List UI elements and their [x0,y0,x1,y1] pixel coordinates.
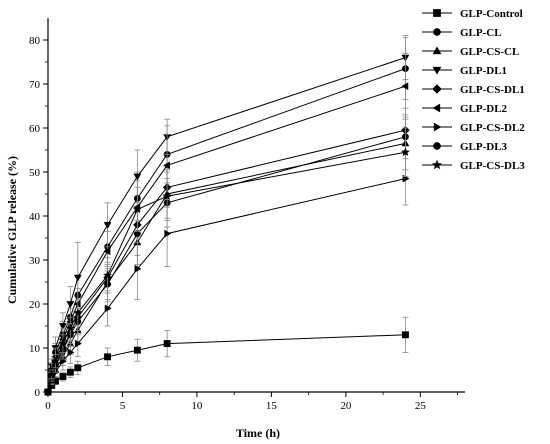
data-point [67,348,75,357]
data-point [162,191,172,201]
legend-marker [433,9,441,17]
data-point [60,357,68,366]
x-tick-label: 0 [45,400,51,412]
legend-marker [432,103,441,113]
y-tick-label: 50 [29,167,41,179]
legend-label: GLP-CS-DL3 [460,160,525,172]
data-point [59,373,67,381]
data-point [73,307,83,317]
y-tick-label: 40 [29,211,41,223]
series-2 [44,116,410,395]
x-tick-label: 25 [415,400,427,412]
data-point [50,356,61,366]
x-tick-label: 15 [266,400,278,412]
legend-label: GLP-DL3 [460,141,508,153]
data-point [58,323,67,331]
legend-marker [432,66,442,75]
legend-label: GLP-CS-CL [460,46,519,58]
data-point [132,204,142,214]
data-point [402,174,410,183]
data-point [73,274,82,282]
legend-marker [433,122,442,132]
series-line [47,136,406,393]
series-8 [43,127,411,396]
legend-label: GLP-DL1 [460,65,507,77]
legend: GLP-Control GLP-CL GLP-CS-CL GLP-DL1 GLP-CS-… [422,8,525,172]
data-point [134,264,142,273]
legend-item: GLP-DL2 [422,103,508,115]
legend-marker [433,142,441,150]
legend-item: GLP-CL [422,27,502,39]
legend-marker [432,84,442,94]
data-point [102,270,113,280]
legend-marker [433,28,441,36]
data-point [103,221,112,230]
legend-item: GLP-CS-DL2 [422,122,525,134]
legend-item: GLP-DL1 [422,65,507,77]
series-6 [45,151,410,396]
data-point [65,323,75,333]
data-point [103,247,111,256]
data-point [133,346,141,354]
y-tick-label: 70 [29,79,41,91]
series-line [47,142,406,393]
data-point [400,147,411,157]
y-tick-label: 80 [29,35,41,47]
y-tick-label: 10 [29,343,41,355]
series-5 [43,52,409,396]
data-point [164,229,172,238]
legend-marker [431,159,443,170]
legend-label: GLP-CS-DL1 [460,84,525,96]
legend-item: GLP-DL3 [422,141,508,153]
data-point [73,300,81,308]
data-point [74,339,83,348]
series-0 [44,316,409,396]
data-point [47,369,57,379]
data-point [66,301,75,309]
plot-area [43,35,411,397]
y-tick-label: 20 [29,299,41,311]
data-point [74,364,82,372]
series-line [47,151,406,393]
y-tick-label: 30 [29,255,41,267]
legend-label: GLP-CS-DL2 [460,122,525,134]
axes: 0 5 10 15 20 25 0 10 20 30 40 50 60 70 80 [29,18,465,412]
x-tick-label: 10 [191,400,203,412]
x-axis-title: Time (h) [236,426,280,440]
data-point [58,338,68,348]
x-tick-label: 5 [120,400,126,412]
data-point [66,368,74,376]
series-7 [44,114,409,396]
data-point [162,161,170,170]
legend-item: GLP-CS-DL1 [422,84,525,96]
legend-label: GLP-DL2 [460,103,508,115]
legend-marker [432,46,442,55]
series-line [47,334,406,393]
series-line [47,85,406,393]
y-axis-title: Cumulative GLP release (%) [5,156,19,304]
y-tick-label: 0 [35,387,41,399]
legend-item: GLP-Control [422,8,523,20]
legend-label: GLP-Control [460,8,523,20]
data-point [401,331,409,339]
data-point [66,317,74,326]
y-tick-label: 60 [29,123,41,135]
data-point [104,304,112,313]
legend-item: GLP-CS-DL3 [422,159,525,172]
legend-item: GLP-CS-CL [422,46,519,58]
data-point [133,173,142,181]
x-tick-label: 20 [340,400,352,412]
data-point [401,82,409,91]
legend-label: GLP-CL [460,27,502,39]
data-point [163,340,171,348]
data-point [104,353,112,361]
